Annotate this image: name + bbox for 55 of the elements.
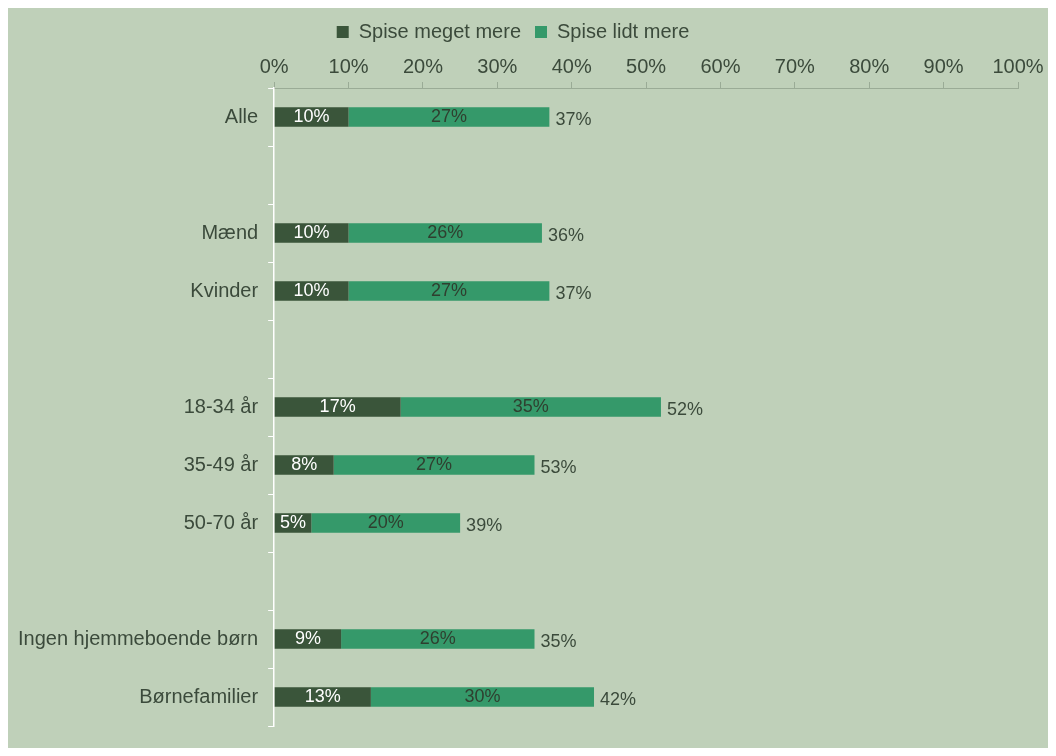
x-tick-label: 30% [477,54,518,77]
x-tick-label: 10% [328,54,369,77]
x-tick-label: 90% [923,54,964,77]
y-tick-label: Kvinder [190,278,259,301]
annotation: 37% [555,108,592,129]
x-tick-label: 70% [774,54,816,77]
x-tick-label: 100% [992,54,1044,77]
x-tick-label: 40% [551,54,592,77]
bar [400,397,661,417]
x-tick-label: 80% [849,54,890,77]
bar [311,513,461,533]
annotation: 42% [600,688,637,709]
data-label: 17% [319,395,356,416]
annotation: 39% [466,514,503,535]
data-label: 26% [427,221,464,242]
y-tick-label: 50-70 år [183,510,259,533]
data-label: 26% [419,627,456,648]
data-label: 10% [293,279,330,300]
y-tick-label: Børnefamilier [139,684,259,707]
y-tick-label: Mænd [201,220,259,243]
data-label: 10% [293,105,330,126]
x-tick-label: 60% [700,54,741,77]
annotation: 53% [540,456,577,477]
bar [348,281,550,301]
legend-label: Spise lidt mere [557,19,690,42]
bar [348,223,542,243]
bar [348,107,550,127]
x-tick-label: 50% [626,54,667,77]
data-label: 13% [304,685,341,706]
y-tick-label: Alle [224,104,259,127]
x-tick-label: 0% [259,54,289,77]
data-label: 9% [294,627,321,648]
bar [274,687,371,707]
bar [341,629,535,649]
annotation: 52% [666,398,703,419]
data-label: 10% [293,221,330,242]
data-label: 5% [279,511,307,532]
bar [370,687,595,707]
data-label: 20% [367,511,404,532]
y-tick-label: 18-34 år [183,394,259,417]
y-tick-label: Ingen hjemmeboende børn [18,626,259,649]
legend-label: Spise meget mere [358,19,522,42]
data-label: 35% [512,395,549,416]
data-label: 27% [416,453,453,474]
data-label: 27% [430,105,467,126]
bar [274,397,401,417]
data-label: 30% [464,685,501,706]
x-tick-label: 20% [402,54,444,77]
bar [333,455,535,475]
y-tick-label: 35-49 år [183,452,259,475]
data-label: 8% [291,453,318,474]
annotation: 37% [555,282,592,303]
annotation: 35% [540,630,577,651]
data-label: 27% [430,279,467,300]
annotation: 36% [547,224,584,245]
